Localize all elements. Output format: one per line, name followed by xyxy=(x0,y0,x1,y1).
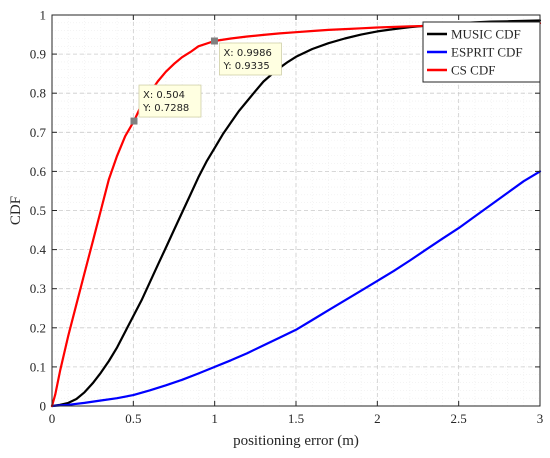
x-tick-label: 2.5 xyxy=(451,411,467,426)
y-tick-label: 0.4 xyxy=(30,242,47,257)
data-tip-marker xyxy=(130,117,138,125)
legend-label: CS CDF xyxy=(451,63,495,78)
data-tip-x-text: X: 0.504 xyxy=(143,90,185,101)
legend-label: ESPRIT CDF xyxy=(451,45,523,60)
data-tip-box xyxy=(138,84,202,118)
y-tick-label: 0 xyxy=(40,399,47,414)
legend: MUSIC CDF ESPRIT CDF CS CDF xyxy=(422,21,541,83)
series-line-1 xyxy=(50,170,542,408)
data-tip-y-text: Y: 0.7288 xyxy=(142,103,189,114)
y-tick-label: 0.3 xyxy=(30,281,46,296)
series-line-2 xyxy=(50,22,542,408)
y-tick-label: 0.9 xyxy=(30,47,46,62)
y-tick-label: 0.7 xyxy=(30,125,47,140)
data-tip-y-text: Y: 0.9335 xyxy=(222,61,269,72)
x-tick-label: 2 xyxy=(374,411,381,426)
y-tick-label: 0.1 xyxy=(30,359,46,374)
x-tick-label: 0 xyxy=(49,411,56,426)
y-tick-label: 0.2 xyxy=(30,320,46,335)
tick-labels: 0 0.5 1 1.5 2 2.5 3 0 0.1 0.2 0.3 0.4 0.5 0.6 0.7 0.8 0.… xyxy=(30,8,544,427)
legend-label: MUSIC CDF xyxy=(451,27,521,42)
x-tick-label: 1.5 xyxy=(288,411,304,426)
y-axis-label: CDF xyxy=(8,196,24,225)
data-tip-x-text: X: 0.9986 xyxy=(223,48,271,59)
y-tick-label: 0.8 xyxy=(30,86,46,101)
series-layer xyxy=(50,19,542,408)
y-tick-label: 1 xyxy=(40,8,47,23)
x-tick-label: 0.5 xyxy=(125,411,141,426)
y-tick-label: 0.5 xyxy=(30,203,46,218)
x-axis-label: positioning error (m) xyxy=(233,433,359,449)
data-tips: X: 0.504 Y: 0.7288 X: 0.9986 Y: 0.9335 xyxy=(130,37,282,125)
data-tip-marker xyxy=(210,37,218,45)
x-tick-label: 3 xyxy=(537,411,544,426)
y-tick-label: 0.6 xyxy=(30,164,47,179)
x-tick-label: 1 xyxy=(211,411,218,426)
data-tip-box xyxy=(219,42,282,76)
